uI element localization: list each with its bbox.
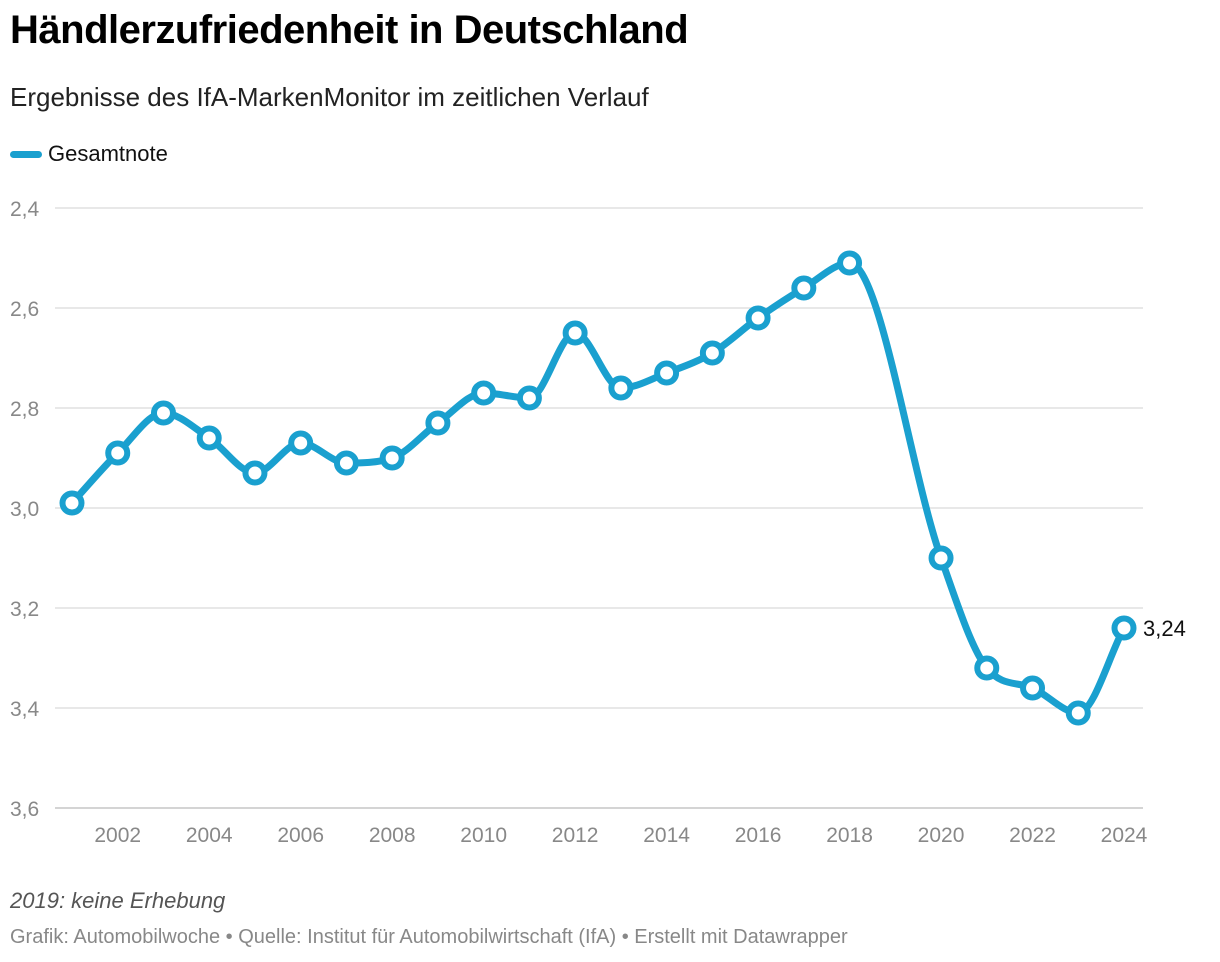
legend-label: Gesamtnote	[48, 141, 168, 166]
x-tick-label: 2004	[186, 824, 233, 847]
data-point	[196, 425, 222, 451]
y-tick-label: 2,8	[10, 398, 39, 421]
footnote: 2019: keine Erhebung	[10, 888, 226, 913]
data-point	[242, 460, 268, 486]
y-tick-label: 3,2	[10, 598, 39, 621]
x-tick-label: 2008	[369, 824, 416, 847]
data-point	[974, 655, 1000, 681]
data-point	[745, 305, 771, 331]
chart-subtitle: Ergebnisse des IfA-MarkenMonitor im zeit…	[10, 82, 649, 112]
data-point	[608, 375, 634, 401]
data-point	[105, 440, 131, 466]
data-point	[1065, 700, 1091, 726]
data-point	[699, 340, 725, 366]
data-point	[837, 250, 863, 276]
y-tick-label: 3,4	[10, 698, 40, 721]
data-point	[333, 450, 359, 476]
x-axis-labels: 2002 2004 2006 2008 2010 2012 2014 2016 2018 2020…	[94, 824, 1147, 847]
x-tick-label: 2012	[552, 824, 599, 847]
data-point	[425, 410, 451, 436]
x-tick-label: 2018	[826, 824, 873, 847]
x-tick-label: 2010	[460, 824, 507, 847]
series-gesamtnote	[68, 259, 1128, 717]
x-tick-label: 2002	[94, 824, 141, 847]
y-tick-label: 3,6	[10, 798, 39, 821]
y-tick-label: 2,6	[10, 298, 39, 321]
data-point	[516, 385, 542, 411]
data-point	[791, 275, 817, 301]
data-point	[562, 320, 588, 346]
legend-swatch	[10, 150, 42, 158]
source-line: Grafik: Automobilwoche • Quelle: Institu…	[10, 926, 848, 948]
data-point	[471, 380, 497, 406]
gridlines	[55, 207, 1143, 809]
data-point	[379, 445, 405, 471]
data-point	[59, 490, 85, 516]
data-point	[288, 430, 314, 456]
y-tick-label: 2,4	[10, 198, 40, 221]
legend: Gesamtnote	[10, 141, 168, 167]
y-tick-label: 3,0	[10, 498, 39, 521]
x-tick-label: 2020	[918, 824, 965, 847]
x-tick-label: 2022	[1009, 824, 1056, 847]
data-point	[1111, 615, 1137, 641]
x-tick-label: 2016	[735, 824, 782, 847]
chart-title: Händlerzufriedenheit in Deutschland	[10, 8, 689, 52]
data-point	[150, 400, 176, 426]
y-axis-labels: 2,4 2,6 2,8 3,0 3,2 3,4 3,6	[10, 198, 40, 821]
series-line	[68, 259, 1128, 717]
data-labels: 3,24	[1143, 616, 1186, 641]
x-tick-label: 2024	[1101, 824, 1148, 847]
data-point	[1020, 675, 1046, 701]
data-points	[59, 250, 1137, 726]
x-tick-label: 2014	[643, 824, 690, 847]
data-label: 3,24	[1143, 616, 1186, 641]
data-point	[654, 360, 680, 386]
data-point	[928, 545, 954, 571]
x-tick-label: 2006	[277, 824, 324, 847]
